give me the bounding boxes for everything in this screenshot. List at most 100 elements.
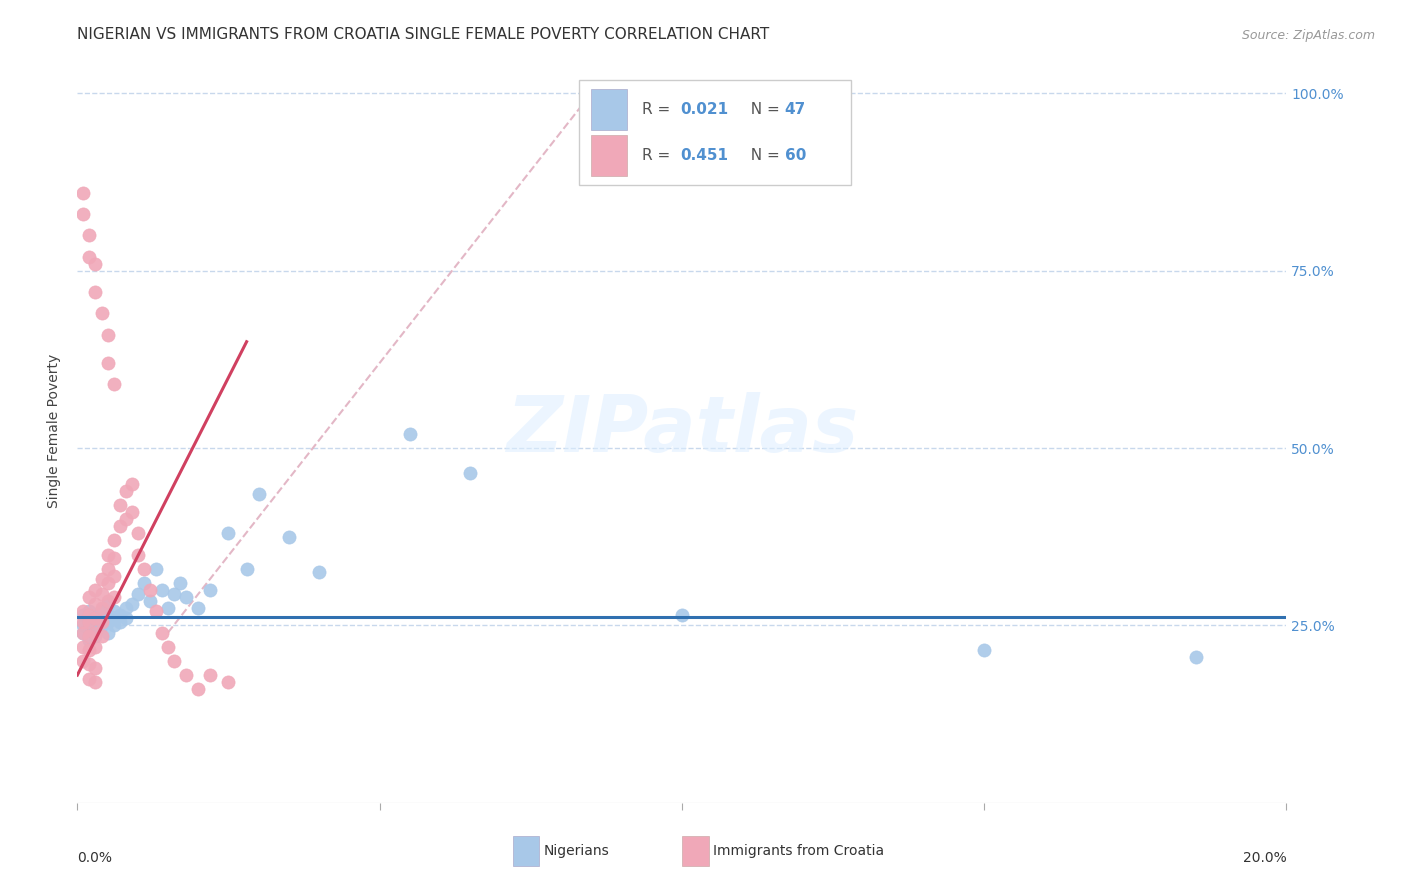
Point [150, 582, 173, 597]
Point [84, 285, 107, 299]
Point [72, 625, 94, 640]
Text: ZIPatlas: ZIPatlas [506, 392, 858, 468]
Point [90, 586, 112, 600]
Point [96, 597, 118, 611]
Point [108, 498, 131, 512]
FancyBboxPatch shape [592, 89, 627, 130]
Point [139, 593, 162, 607]
Point [163, 654, 186, 668]
Point [96, 562, 118, 576]
Point [79, 643, 101, 657]
Point [84, 622, 107, 636]
Point [108, 607, 131, 622]
Point [90, 600, 112, 615]
Point [169, 575, 191, 590]
Point [90, 573, 112, 587]
FancyBboxPatch shape [682, 837, 709, 866]
Point [79, 672, 101, 686]
Text: 60: 60 [785, 148, 806, 163]
Point [90, 615, 112, 629]
Point [96, 607, 118, 622]
Point [114, 600, 136, 615]
Point [84, 675, 107, 690]
Point [127, 586, 149, 600]
Point [79, 615, 101, 629]
Point [84, 661, 107, 675]
Point [84, 611, 107, 625]
Point [1184, 650, 1206, 665]
Point [139, 582, 162, 597]
Point [84, 582, 107, 597]
Text: 0.451: 0.451 [681, 148, 728, 163]
Point [187, 682, 209, 697]
Point [108, 519, 131, 533]
Point [79, 607, 101, 622]
Point [973, 643, 995, 657]
Point [90, 618, 112, 632]
Point [90, 306, 112, 320]
Point [103, 611, 125, 625]
Point [114, 483, 136, 498]
Text: Source: ZipAtlas.com: Source: ZipAtlas.com [1241, 29, 1375, 43]
Point [79, 250, 101, 264]
Point [671, 607, 693, 622]
Text: 47: 47 [785, 102, 806, 117]
Point [79, 228, 101, 243]
Point [84, 640, 107, 654]
Point [103, 618, 125, 632]
Y-axis label: Single Female Poverty: Single Female Poverty [48, 353, 62, 508]
Point [218, 526, 240, 541]
Point [96, 356, 118, 370]
Point [96, 593, 118, 607]
Text: NIGERIAN VS IMMIGRANTS FROM CROATIA SINGLE FEMALE POVERTY CORRELATION CHART: NIGERIAN VS IMMIGRANTS FROM CROATIA SING… [77, 27, 769, 42]
Point [72, 625, 94, 640]
Point [174, 590, 197, 604]
Point [72, 607, 94, 622]
Point [72, 618, 94, 632]
Point [308, 566, 330, 580]
Point [84, 257, 107, 271]
Point [278, 530, 301, 544]
Point [247, 487, 270, 501]
Text: Nigerians: Nigerians [544, 844, 610, 858]
Point [121, 476, 143, 491]
Point [157, 600, 180, 615]
Point [145, 604, 167, 618]
Point [72, 640, 94, 654]
Point [72, 654, 94, 668]
Text: 0.021: 0.021 [681, 102, 728, 117]
Point [114, 611, 136, 625]
Point [90, 629, 112, 643]
Point [96, 615, 118, 629]
Point [72, 207, 94, 221]
Point [121, 597, 143, 611]
Point [132, 575, 155, 590]
Point [103, 569, 125, 583]
FancyBboxPatch shape [592, 135, 627, 176]
Text: R =: R = [643, 148, 675, 163]
Point [108, 615, 131, 629]
Point [103, 377, 125, 392]
Point [90, 611, 112, 625]
Point [72, 615, 94, 629]
Text: N =: N = [741, 148, 785, 163]
Point [157, 640, 180, 654]
Point [103, 533, 125, 548]
Point [84, 625, 107, 640]
Point [174, 668, 197, 682]
Point [79, 622, 101, 636]
Point [200, 582, 222, 597]
Point [79, 632, 101, 647]
Point [84, 611, 107, 625]
Point [399, 426, 422, 441]
Point [218, 675, 240, 690]
Point [84, 629, 107, 643]
Text: Immigrants from Croatia: Immigrants from Croatia [713, 844, 884, 858]
Text: R =: R = [643, 102, 675, 117]
FancyBboxPatch shape [513, 837, 540, 866]
Point [79, 629, 101, 643]
Text: 0.0%: 0.0% [77, 851, 112, 865]
Text: 20.0%: 20.0% [1243, 851, 1286, 865]
Point [103, 590, 125, 604]
FancyBboxPatch shape [579, 80, 851, 185]
